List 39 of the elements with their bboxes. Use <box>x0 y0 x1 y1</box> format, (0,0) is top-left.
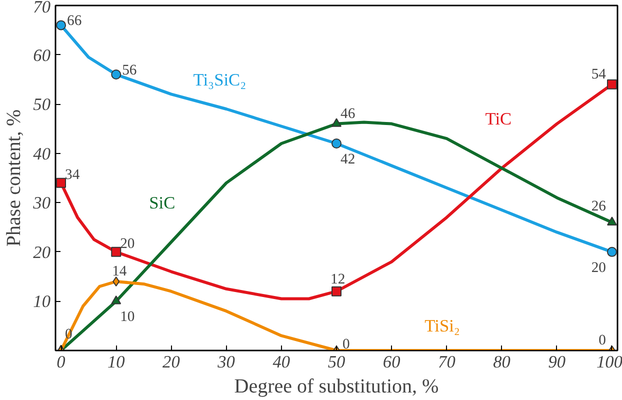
x-tick-label: 10 <box>107 352 126 372</box>
y-tick-label: 30 <box>32 194 51 213</box>
data-label: 56 <box>122 62 137 78</box>
x-tick-label: 30 <box>216 352 236 372</box>
y-tick-label: 50 <box>33 95 51 114</box>
data-label: 14 <box>112 264 128 280</box>
text: Ti₃SiC₂ <box>193 70 246 90</box>
y-tick-label: 10 <box>33 292 51 312</box>
data-label: 20 <box>120 236 135 252</box>
x-tick-label: 20 <box>162 352 180 372</box>
x-tick-label: 40 <box>272 352 290 372</box>
text: TiSi₂ <box>424 316 460 336</box>
data-label: 42 <box>340 152 356 168</box>
x-tick-label: 50 <box>328 352 346 372</box>
data-label: 46 <box>340 106 356 122</box>
data-label: 26 <box>591 198 606 214</box>
text: SiC <box>149 194 176 212</box>
data-label: 12 <box>330 271 346 288</box>
y-tick-label: 60 <box>33 46 51 65</box>
x-tick-label: 100 <box>596 352 622 372</box>
data-label: 0 <box>65 326 72 342</box>
data-label: 66 <box>67 13 82 30</box>
data-label: 20 <box>591 260 606 276</box>
data-label: 54 <box>591 66 607 82</box>
x-tick-label: 80 <box>493 352 511 372</box>
y-axis-title: Phase content, % <box>3 109 26 247</box>
text: TiC <box>485 110 512 129</box>
data-label: 34 <box>65 166 80 183</box>
x-tick-label: 90 <box>548 352 566 372</box>
x-tick-label: 0 <box>56 352 66 372</box>
y-tick-label: 20 <box>33 242 51 262</box>
y-tick-label: 40 <box>33 144 51 164</box>
data-label: 0 <box>342 336 350 352</box>
x-tick-label: 60 <box>382 352 401 372</box>
data-label: 0 <box>598 332 606 348</box>
data-label: 10 <box>120 309 135 326</box>
y-tick-label: 70 <box>33 0 51 16</box>
x-axis-title: Degree of substitution, % <box>234 376 439 398</box>
x-tick-label: 70 <box>438 352 456 372</box>
